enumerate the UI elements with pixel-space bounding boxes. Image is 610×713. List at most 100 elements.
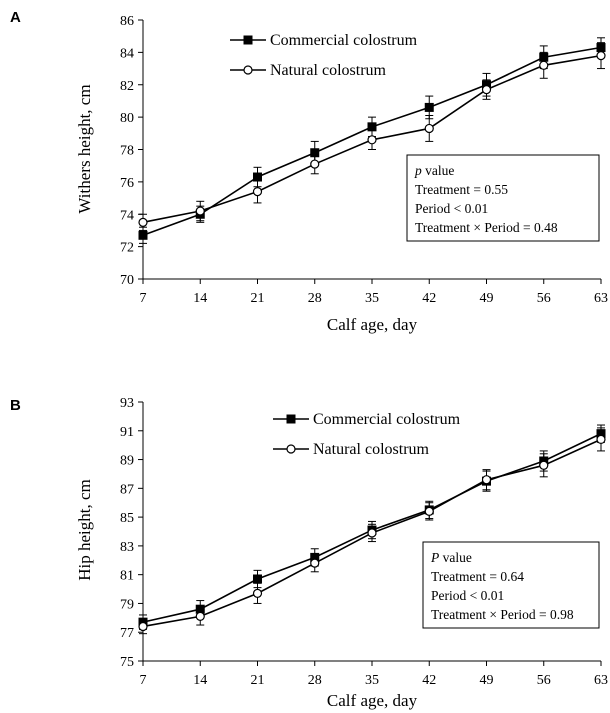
y-tick-label: 93 (120, 396, 134, 411)
data-point (252, 186, 263, 197)
stats-heading: p value (414, 163, 454, 178)
x-tick-label: 63 (594, 291, 608, 306)
panel-letter: B (10, 397, 21, 414)
data-point (138, 621, 148, 632)
stats-line: Period < 0.01 (415, 201, 488, 216)
legend-label: Commercial colostrum (270, 32, 418, 49)
stats-heading-rest: value (439, 550, 472, 565)
data-point (367, 135, 377, 145)
data-point (481, 475, 492, 485)
legend-marker (243, 35, 253, 45)
legend: Commercial colostrum Natural colostrum (230, 32, 418, 79)
data-point (539, 60, 549, 70)
stats-line: Treatment × Period = 0.98 (431, 607, 574, 622)
y-tick-label: 78 (120, 144, 134, 159)
x-tick-label: 14 (193, 291, 207, 306)
x-tick-label: 28 (308, 673, 322, 688)
y-tick-label: 87 (120, 482, 134, 497)
y-axis-title: Hip height, cm (75, 479, 94, 581)
y-tick-label: 79 (120, 597, 134, 612)
y-tick-label: 84 (120, 46, 134, 61)
x-tick-label: 35 (365, 673, 379, 688)
x-tick-label: 7 (140, 291, 147, 306)
x-tick-label: 7 (140, 673, 147, 688)
y-tick-label: 76 (120, 176, 134, 191)
stats-heading: P value (430, 550, 472, 565)
series-natural (138, 427, 606, 635)
y-tick-label: 91 (120, 425, 134, 440)
data-point (138, 217, 148, 227)
legend-marker (286, 414, 296, 424)
y-axis-title: Withers height, cm (75, 84, 94, 213)
stats-box: P value Treatment = 0.64 Period < 0.01 Trea… (422, 541, 600, 629)
stats-line: Treatment = 0.55 (415, 182, 508, 197)
stats-heading-italic: P (430, 550, 439, 565)
legend-item: Natural colostrum (273, 441, 430, 458)
legend: Commercial colostrum Natural colostrum (273, 411, 461, 458)
data-point (253, 172, 262, 182)
legend-label: Commercial colostrum (313, 411, 461, 428)
x-tick-label: 21 (251, 291, 265, 306)
data-point (367, 122, 377, 132)
data-point (596, 434, 606, 445)
x-tick-label: 35 (365, 291, 379, 306)
legend-item: Commercial colostrum (273, 411, 461, 428)
panel-a: A 70 72 74 76 78 80 82 84 86 7 14 21 28 35 42 49 56 63 Calf… (10, 9, 608, 334)
x-tick-label: 63 (594, 673, 608, 688)
y-tick-label: 81 (120, 569, 134, 584)
data-point (539, 460, 549, 470)
stats-box-border (406, 154, 600, 242)
data-point (310, 159, 320, 169)
data-point (424, 102, 434, 112)
data-point (310, 558, 320, 568)
stats-box: p value Treatment = 0.55 Period < 0.01 Trea… (406, 154, 600, 242)
y-tick-label: 74 (120, 208, 134, 223)
x-tick-label: 56 (537, 291, 551, 306)
y-tick-label: 80 (120, 111, 134, 126)
data-point (195, 206, 205, 216)
data-point (195, 611, 205, 621)
legend-marker (286, 444, 296, 454)
x-tick-label: 49 (480, 673, 494, 688)
stats-line: Treatment × Period = 0.48 (415, 220, 558, 235)
legend-label: Natural colostrum (313, 441, 430, 458)
legend-item: Natural colostrum (230, 62, 387, 79)
data-point (367, 528, 377, 538)
x-tick-label: 21 (251, 673, 265, 688)
series-natural (138, 42, 606, 231)
x-tick-label: 14 (193, 673, 207, 688)
x-tick-label: 49 (480, 291, 494, 306)
y-tick-label: 86 (120, 14, 134, 29)
x-tick-label: 42 (422, 673, 436, 688)
data-point (424, 506, 434, 516)
y-tick-label: 77 (120, 626, 134, 641)
panel-letter: A (10, 9, 21, 26)
x-tick-label: 42 (422, 291, 436, 306)
legend-item: Commercial colostrum (230, 32, 418, 49)
y-tick-label: 83 (120, 540, 134, 555)
x-tick-label: 28 (308, 291, 322, 306)
panel-b: B 75 77 79 81 83 85 87 89 91 93 7 14 21 28 35 42 49 56 63 Ca… (10, 396, 608, 710)
legend-label: Natural colostrum (270, 62, 387, 79)
stats-line: Treatment = 0.64 (431, 569, 524, 584)
data-point (424, 123, 434, 134)
y-tick-label: 85 (120, 511, 134, 526)
x-tick-label: 56 (537, 673, 551, 688)
stats-line: Period < 0.01 (431, 588, 504, 603)
stats-box-border (422, 541, 600, 629)
x-axis-title: Calf age, day (327, 691, 418, 710)
data-point (481, 85, 492, 95)
y-tick-label: 70 (120, 273, 134, 288)
data-point (252, 588, 263, 598)
data-point (310, 148, 320, 158)
stats-heading-italic: p (414, 163, 422, 178)
y-tick-label: 72 (120, 241, 134, 256)
legend-marker (243, 65, 253, 75)
y-tick-label: 82 (120, 79, 134, 94)
stats-heading-rest: value (422, 163, 455, 178)
data-point (253, 574, 262, 584)
y-tick-label: 89 (120, 454, 134, 469)
data-point (596, 51, 606, 61)
data-point (138, 230, 148, 240)
